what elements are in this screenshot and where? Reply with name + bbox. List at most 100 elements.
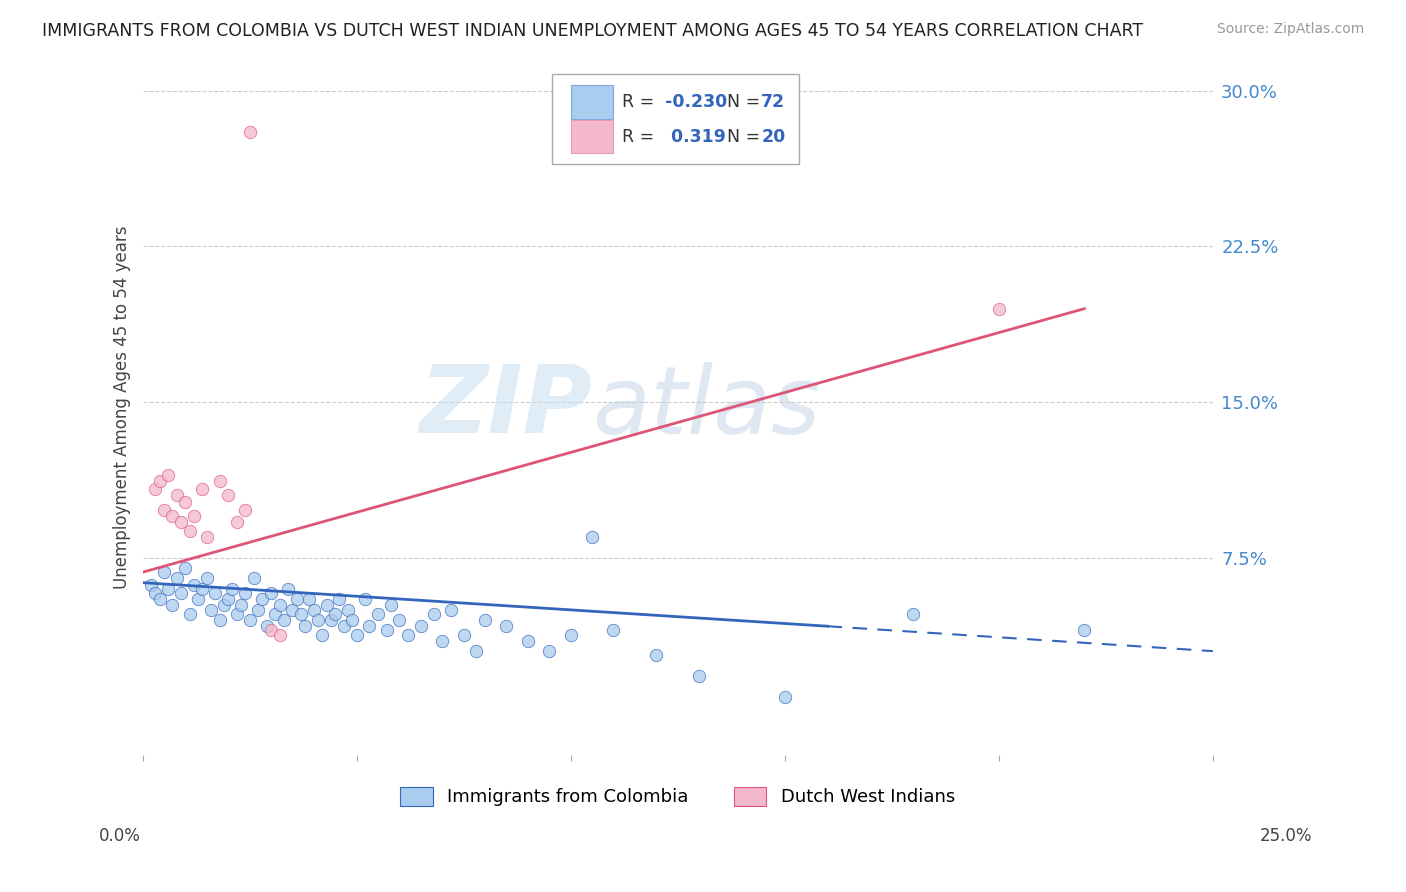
Point [212, 599, 235, 613]
Point [183, 509, 205, 524]
Point [538, 644, 561, 658]
Point [688, 669, 710, 683]
Point [170, 516, 193, 530]
Point [474, 613, 496, 627]
Point [162, 599, 184, 613]
Point [174, 494, 197, 508]
Point [342, 613, 364, 627]
Text: 20: 20 [761, 128, 786, 145]
Point [581, 530, 603, 544]
Point [388, 613, 411, 627]
Point [153, 503, 176, 517]
Point [208, 474, 231, 488]
Point [354, 592, 377, 607]
Text: R =: R = [621, 128, 659, 145]
Point [260, 586, 283, 600]
Point [157, 467, 180, 482]
Point [773, 690, 796, 704]
Point [195, 572, 218, 586]
Point [323, 607, 346, 621]
Point [367, 607, 389, 621]
Point [145, 482, 167, 496]
Point [901, 607, 924, 621]
Point [187, 592, 209, 607]
Point [516, 633, 538, 648]
Point [233, 503, 256, 517]
Point [191, 482, 214, 496]
Point [183, 578, 205, 592]
Point [225, 516, 247, 530]
Point [375, 624, 398, 638]
Point [208, 613, 231, 627]
Point [256, 619, 278, 633]
Point [396, 627, 419, 641]
Point [170, 586, 193, 600]
Point [602, 624, 624, 638]
Point [315, 599, 337, 613]
FancyBboxPatch shape [571, 120, 613, 153]
Point [191, 582, 214, 596]
Point [560, 627, 582, 641]
Point [260, 624, 283, 638]
Point [432, 633, 454, 648]
Point [465, 644, 488, 658]
FancyBboxPatch shape [571, 86, 613, 119]
Text: ZIP: ZIP [419, 361, 592, 453]
Point [311, 627, 333, 641]
Point [453, 627, 475, 641]
Point [422, 607, 444, 621]
Text: Source: ZipAtlas.com: Source: ZipAtlas.com [1216, 22, 1364, 37]
Point [277, 582, 299, 596]
Point [238, 613, 260, 627]
Point [337, 602, 360, 616]
Point [269, 599, 291, 613]
Point [328, 592, 350, 607]
Text: 0.0%: 0.0% [98, 827, 141, 845]
Point [195, 530, 218, 544]
Y-axis label: Unemployment Among Ages 45 to 54 years: Unemployment Among Ages 45 to 54 years [114, 226, 131, 589]
Point [409, 619, 432, 633]
Point [149, 592, 172, 607]
Point [221, 582, 243, 596]
Point [302, 602, 325, 616]
Point [495, 619, 517, 633]
Point [162, 509, 184, 524]
Text: 72: 72 [761, 93, 786, 111]
Point [645, 648, 668, 663]
Point [332, 619, 354, 633]
Point [225, 607, 247, 621]
Point [145, 586, 167, 600]
Point [157, 582, 180, 596]
Point [1073, 624, 1095, 638]
Legend: Immigrants from Colombia, Dutch West Indians: Immigrants from Colombia, Dutch West Ind… [391, 778, 965, 815]
Point [359, 619, 381, 633]
Point [174, 561, 197, 575]
Point [380, 599, 402, 613]
Point [346, 627, 368, 641]
Point [204, 586, 226, 600]
Point [290, 607, 312, 621]
Point [273, 613, 295, 627]
Point [269, 627, 291, 641]
Point [179, 607, 201, 621]
Point [319, 613, 342, 627]
Point [243, 572, 266, 586]
Point [247, 602, 270, 616]
Text: 0.319: 0.319 [665, 128, 725, 145]
Text: 25.0%: 25.0% [1260, 827, 1313, 845]
Point [264, 607, 287, 621]
Text: -0.230: -0.230 [665, 93, 727, 111]
Point [285, 592, 308, 607]
Point [294, 619, 316, 633]
Text: N =: N = [716, 93, 766, 111]
Text: N =: N = [716, 128, 766, 145]
Point [252, 592, 274, 607]
Point [179, 524, 201, 538]
FancyBboxPatch shape [553, 73, 799, 164]
Point [307, 613, 329, 627]
Point [281, 602, 304, 616]
Point [987, 301, 1010, 316]
Point [166, 488, 188, 502]
Point [200, 602, 222, 616]
Point [233, 586, 256, 600]
